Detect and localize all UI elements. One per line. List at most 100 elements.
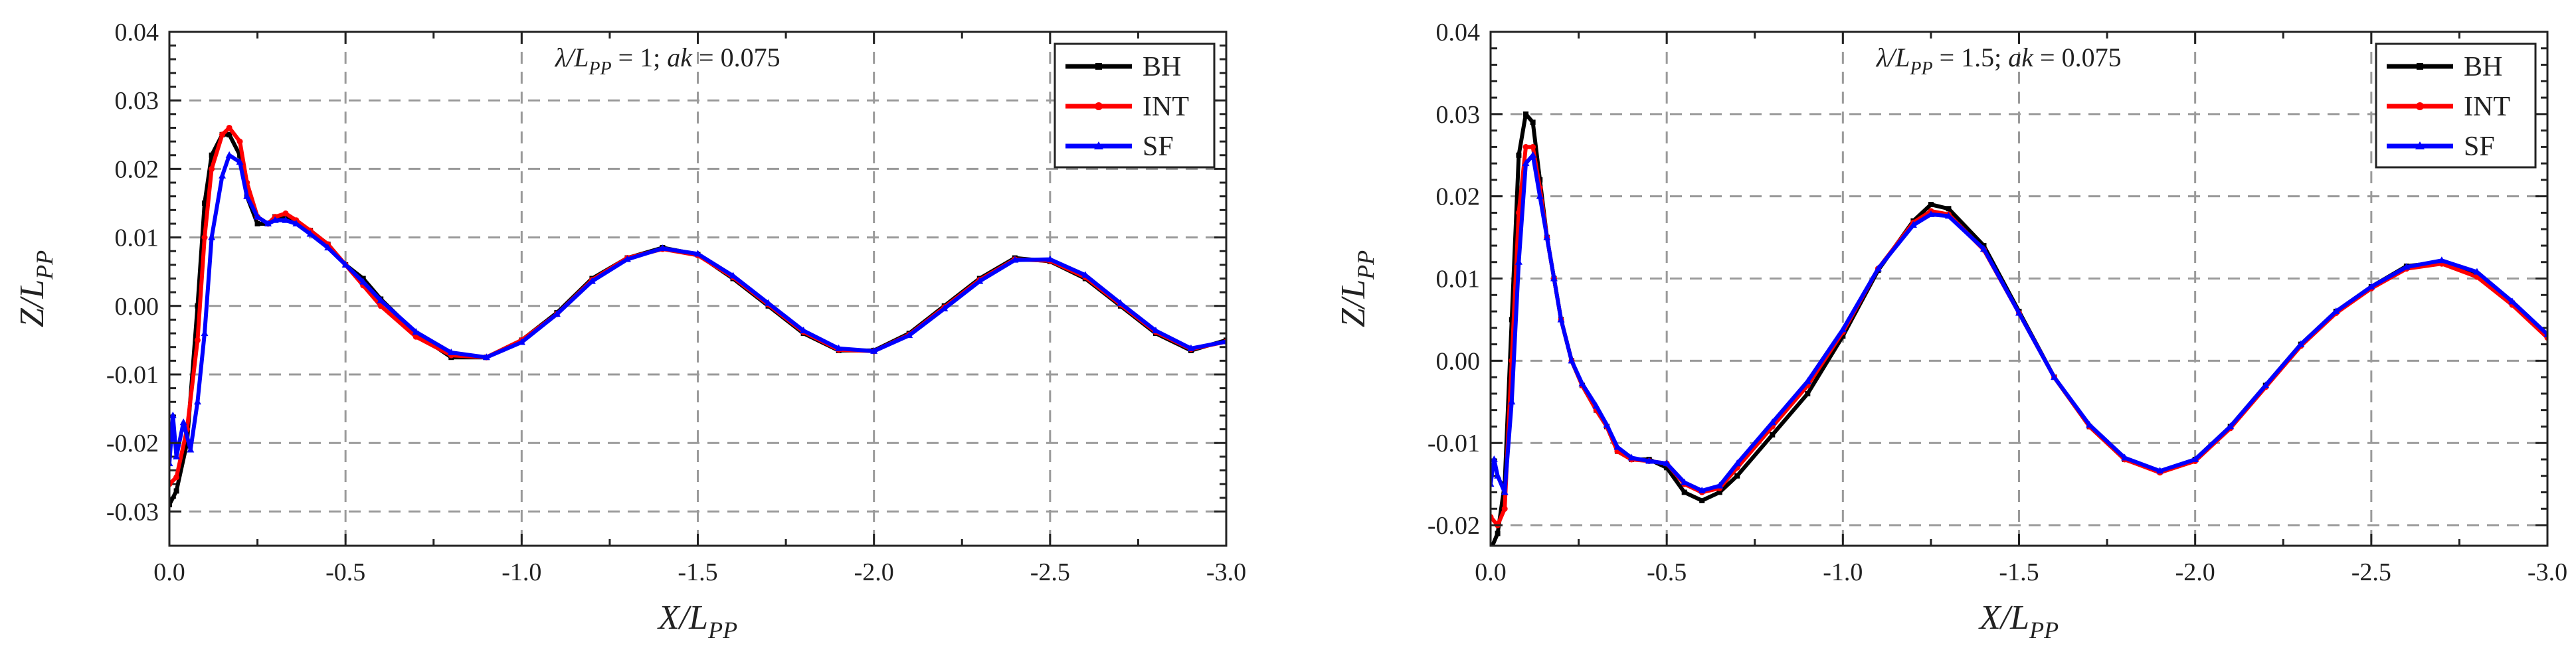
data-point-bh [1488, 547, 1493, 552]
y-tick-label: 0.02 [1436, 183, 1481, 211]
data-point-sf [1522, 159, 1530, 167]
data-point-sf [236, 158, 244, 165]
y-tick-label: 0.03 [1436, 101, 1481, 129]
data-point-sf [1645, 457, 1653, 464]
data-point-sf [2438, 256, 2446, 264]
data-point-sf [282, 216, 290, 223]
legend-marker [1094, 141, 1103, 149]
legend-marker [2416, 102, 2424, 110]
data-point-sf [1491, 455, 1498, 462]
data-point-sf [225, 151, 233, 158]
x-tick-label: -2.0 [854, 558, 894, 586]
data-point-int [1501, 505, 1508, 512]
legend-marker [1095, 102, 1103, 110]
legend-label-bh: BH [2464, 52, 2502, 82]
data-point-bh [1664, 465, 1670, 471]
legend-marker [1095, 63, 1102, 70]
series-group [1488, 111, 2547, 552]
data-point-sf [1568, 357, 1576, 364]
data-point-sf [835, 344, 843, 351]
x-axis-label: X/LPP [657, 599, 737, 643]
y-tick-label: 0.01 [115, 224, 159, 252]
data-point-sf [1529, 151, 1537, 158]
x-tick-label: -2.5 [2351, 558, 2391, 586]
data-point-bh [1928, 202, 1934, 208]
x-tick-label: 0.0 [153, 558, 185, 586]
data-point-sf [359, 278, 367, 285]
data-point-sf [1663, 459, 1671, 467]
legend-label-sf: SF [2464, 131, 2495, 162]
series-line-sf [169, 153, 1226, 464]
data-point-bh [1530, 120, 1536, 125]
x-tick-label: -3.0 [1206, 558, 1246, 586]
y-axis-label: Z/LPP [1334, 250, 1379, 327]
data-point-sf [2473, 268, 2481, 275]
data-point-bh [202, 201, 208, 206]
data-point-sf [208, 233, 216, 240]
x-axis-label: X/LPP [1978, 599, 2059, 643]
data-point-sf [2262, 381, 2270, 388]
x-tick-label: -1.5 [678, 558, 717, 586]
x-tick-label: -0.5 [1647, 558, 1687, 586]
x-tick-label: -2.0 [2175, 558, 2215, 586]
data-point-sf [243, 192, 251, 199]
data-point-sf [219, 171, 227, 179]
data-point-sf [1592, 402, 1600, 409]
data-point-sf [1550, 274, 1558, 282]
data-point-bh [209, 152, 215, 158]
data-point-int [377, 303, 384, 309]
data-point-sf [553, 310, 561, 317]
y-tick-label: -0.01 [1427, 430, 1480, 457]
data-point-sf [1543, 233, 1551, 240]
data-point-sf [729, 272, 737, 279]
data-point-bh [1805, 390, 1811, 396]
y-tick-label: 0.04 [1436, 19, 1481, 46]
y-tick-label: 0.00 [115, 293, 159, 321]
data-point-sf [1011, 256, 1019, 263]
data-point-int [1522, 143, 1529, 150]
data-point-bh [1681, 489, 1687, 495]
data-point-sf [1536, 192, 1544, 199]
data-point-int [194, 337, 201, 343]
data-point-sf [264, 219, 272, 226]
data-point-bh [1495, 530, 1501, 536]
data-point-bh [1840, 333, 1846, 339]
data-point-int [282, 210, 289, 216]
data-point-bh [1716, 489, 1722, 495]
x-tick-label: -1.0 [502, 558, 541, 586]
data-point-sf [1681, 478, 1689, 485]
data-point-sf [173, 452, 181, 459]
data-point-sf [800, 326, 808, 333]
data-point-sf [1046, 255, 1054, 262]
y-tick-label: 0.03 [115, 87, 159, 115]
data-point-sf [1627, 453, 1635, 461]
data-point-bh [254, 220, 260, 226]
x-tick-label: -0.5 [325, 558, 365, 586]
y-tick-label: 0.00 [1436, 347, 1481, 375]
data-point-bh [1699, 497, 1705, 503]
data-point-int [413, 333, 419, 340]
data-point-sf [193, 398, 201, 405]
data-point-sf [1081, 271, 1089, 278]
data-point-sf [447, 348, 455, 355]
x-tick-label: -1.5 [1999, 558, 2039, 586]
data-point-sf [1613, 443, 1621, 450]
data-point-sf [1909, 221, 1917, 228]
data-point-sf [1515, 258, 1522, 265]
data-point-sf [1874, 264, 1882, 272]
data-point-sf [2015, 309, 2023, 316]
data-point-sf [169, 411, 177, 418]
data-point-sf [1557, 315, 1565, 323]
y-tick-label: 0.01 [1436, 266, 1481, 293]
data-point-int [173, 474, 180, 481]
data-point-sf [187, 446, 195, 453]
data-point-sf [271, 216, 279, 223]
data-point-sf [2367, 282, 2375, 289]
data-point-sf [254, 212, 262, 220]
data-point-sf [658, 244, 666, 252]
data-point-sf [482, 353, 490, 361]
data-point-int [236, 138, 243, 145]
data-point-sf [870, 347, 878, 354]
x-tick-label: -2.5 [1030, 558, 1070, 586]
legend: BH INT SF [1054, 42, 1216, 169]
